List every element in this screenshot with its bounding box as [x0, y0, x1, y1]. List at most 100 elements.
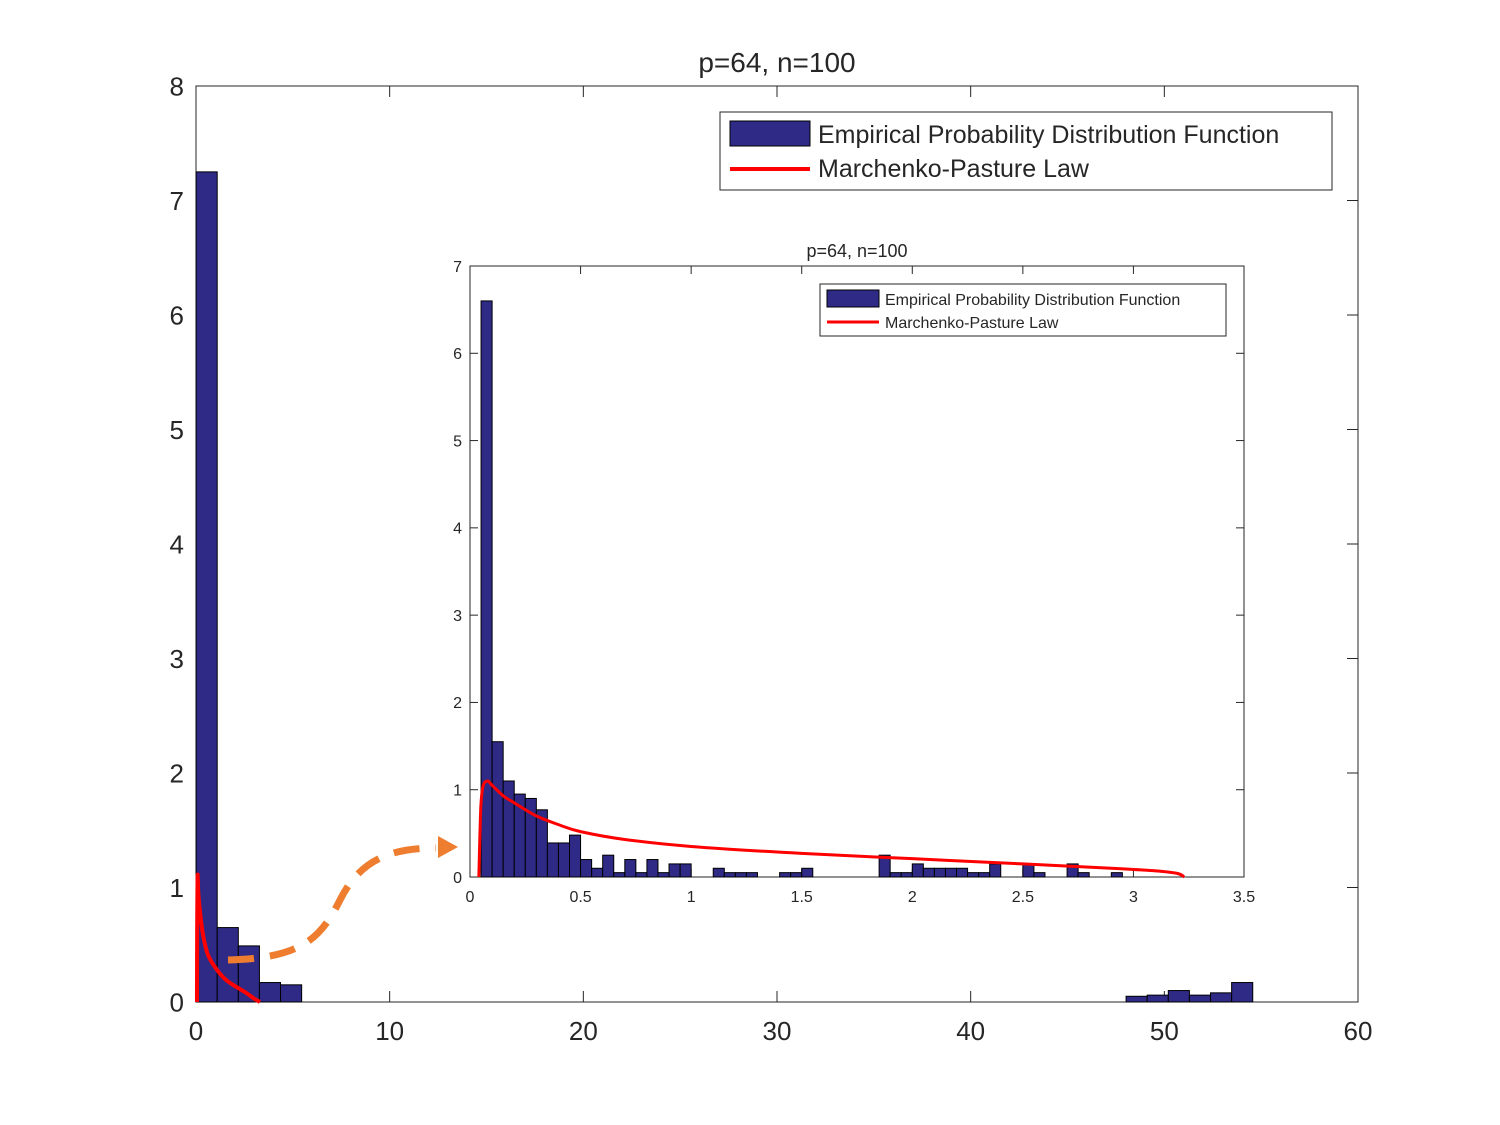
inset-xtick-label: 2.5 [1012, 889, 1034, 906]
main-xtick-label: 30 [763, 1016, 792, 1046]
main-title: p=64, n=100 [698, 47, 855, 78]
inset-histogram-bar [734, 872, 747, 878]
inset-histogram-bar [480, 300, 493, 878]
inset-histogram-bar [1077, 872, 1090, 878]
main-mp-curve [194, 872, 261, 1004]
inset-tick-labels: 0 0.5 1 1.5 2 2.5 3 3.5 0 1 2 3 4 5 6 7 [453, 259, 1255, 906]
inset-xtick-label: 2 [908, 889, 917, 906]
main-histogram-bar [1188, 994, 1212, 1003]
inset-histogram-bar [679, 863, 692, 878]
inset-histogram-bar [635, 872, 648, 878]
inset-histogram-bar [989, 863, 1002, 878]
main-histogram-bar [1210, 992, 1233, 1003]
main-legend: Empirical Probability Distribution Funct… [719, 111, 1333, 191]
main-histogram-bar [1231, 982, 1254, 1003]
inset-histogram-bar [790, 872, 803, 878]
inset-xtick-label: 3.5 [1233, 889, 1255, 906]
main-ytick-label: 1 [170, 873, 184, 903]
main-ytick-label: 6 [170, 300, 184, 330]
main-histogram-bar [195, 171, 218, 1003]
main-ytick-label: 2 [170, 758, 184, 788]
inset-histogram-bar [657, 872, 670, 878]
zoom-arrow-path [227, 844, 437, 964]
inset-xtick-label: 3 [1129, 889, 1138, 906]
inset-histogram-bar [546, 842, 559, 878]
inset-legend-label-bars: Empirical Probability Distribution Funct… [885, 292, 1180, 309]
inset-legend-label-line: Marchenko-Pasture Law [885, 315, 1059, 332]
main-legend-label-line: Marchenko-Pasture Law [818, 155, 1090, 183]
inset-ytick-label: 5 [453, 433, 462, 450]
inset-histogram-bar [668, 863, 681, 878]
main-legend-label-bars: Empirical Probability Distribution Funct… [818, 121, 1279, 149]
inset-legend: Empirical Probability Distribution Funct… [819, 283, 1227, 337]
inset-plot-area [469, 265, 1245, 878]
inset-xtick-label: 1 [687, 889, 696, 906]
inset-histogram-bar [922, 867, 935, 878]
main-xtick-label: 40 [956, 1016, 985, 1046]
inset-histogram-bar [956, 867, 969, 878]
inset-histogram-bar [569, 834, 582, 878]
inset-histogram-bar [624, 859, 637, 878]
main-histogram-bar [216, 927, 239, 1003]
inset-histogram-bar [801, 867, 814, 878]
inset-histogram-bar [712, 867, 725, 878]
inset-histogram-bar [1110, 872, 1123, 878]
inset-histogram-bar [967, 872, 980, 878]
inset-ytick-label: 4 [453, 521, 462, 538]
inset-xtick-label: 1.5 [791, 889, 813, 906]
main-ytick-label: 3 [170, 644, 184, 674]
inset-histogram-bar [911, 863, 924, 878]
main-legend-box [719, 111, 1333, 191]
inset-ytick-label: 6 [453, 346, 462, 363]
main-histogram-bar [280, 984, 303, 1003]
inset-histogram-bar [1033, 872, 1046, 878]
inset-histogram-bar [878, 854, 891, 878]
main-histogram-bar [258, 982, 282, 1003]
inset-ytick-label: 1 [453, 782, 462, 799]
main-ytick-label: 5 [170, 415, 184, 445]
inset-histogram-bar [646, 859, 659, 878]
inset-histogram-bar [978, 872, 991, 878]
inset-histogram-bar [491, 741, 504, 878]
main-legend-swatch-bars [729, 120, 811, 147]
inset-histogram-bar [557, 842, 571, 878]
zoom-arrow [227, 836, 458, 964]
main-xtick-label: 20 [569, 1016, 598, 1046]
main-histogram-bar [1167, 990, 1190, 1003]
inset-legend-swatch-bars [826, 289, 880, 308]
inset-ytick-label: 2 [453, 695, 462, 712]
main-xtick-label: 0 [189, 1016, 203, 1046]
inset-histogram-bar [613, 872, 626, 878]
inset-histogram-bar [933, 867, 946, 878]
main-ytick-label: 4 [170, 529, 184, 559]
inset-histogram-bar [580, 859, 593, 878]
inset-ytick-label: 3 [453, 608, 462, 625]
inset-histogram-bar [900, 872, 913, 878]
main-ytick-label: 0 [170, 987, 184, 1017]
zoom-arrow-head [438, 836, 458, 858]
inset-histogram-bar [779, 872, 792, 878]
inset-ytick-label: 0 [453, 870, 462, 887]
main-xtick-label: 50 [1150, 1016, 1179, 1046]
inset-axes: 0 0.5 1 1.5 2 2.5 3 3.5 0 1 2 3 4 5 6 7 p=64, n=100 Emp… [453, 241, 1255, 906]
main-ytick-label: 8 [170, 71, 184, 101]
inset-histogram-bar [1066, 863, 1079, 878]
inset-xtick-label: 0 [466, 889, 475, 906]
inset-ytick-label: 7 [453, 259, 462, 276]
main-histogram-bar [1125, 995, 1148, 1003]
main-xtick-label: 60 [1344, 1016, 1373, 1046]
inset-histogram-bar [602, 854, 615, 878]
inset-histogram-bar [591, 867, 604, 878]
inset-mp-curve [477, 779, 1186, 879]
inset-histogram-bar [723, 872, 736, 878]
inset-title: p=64, n=100 [806, 241, 907, 261]
main-xtick-label: 10 [375, 1016, 404, 1046]
inset-histogram-bar [889, 872, 902, 878]
inset-histogram-bar [745, 872, 758, 878]
main-histogram-bar [1146, 994, 1169, 1003]
inset-xtick-label: 0.5 [569, 889, 591, 906]
inset-legend-box [819, 283, 1227, 337]
inset-histogram-bar [944, 867, 958, 878]
